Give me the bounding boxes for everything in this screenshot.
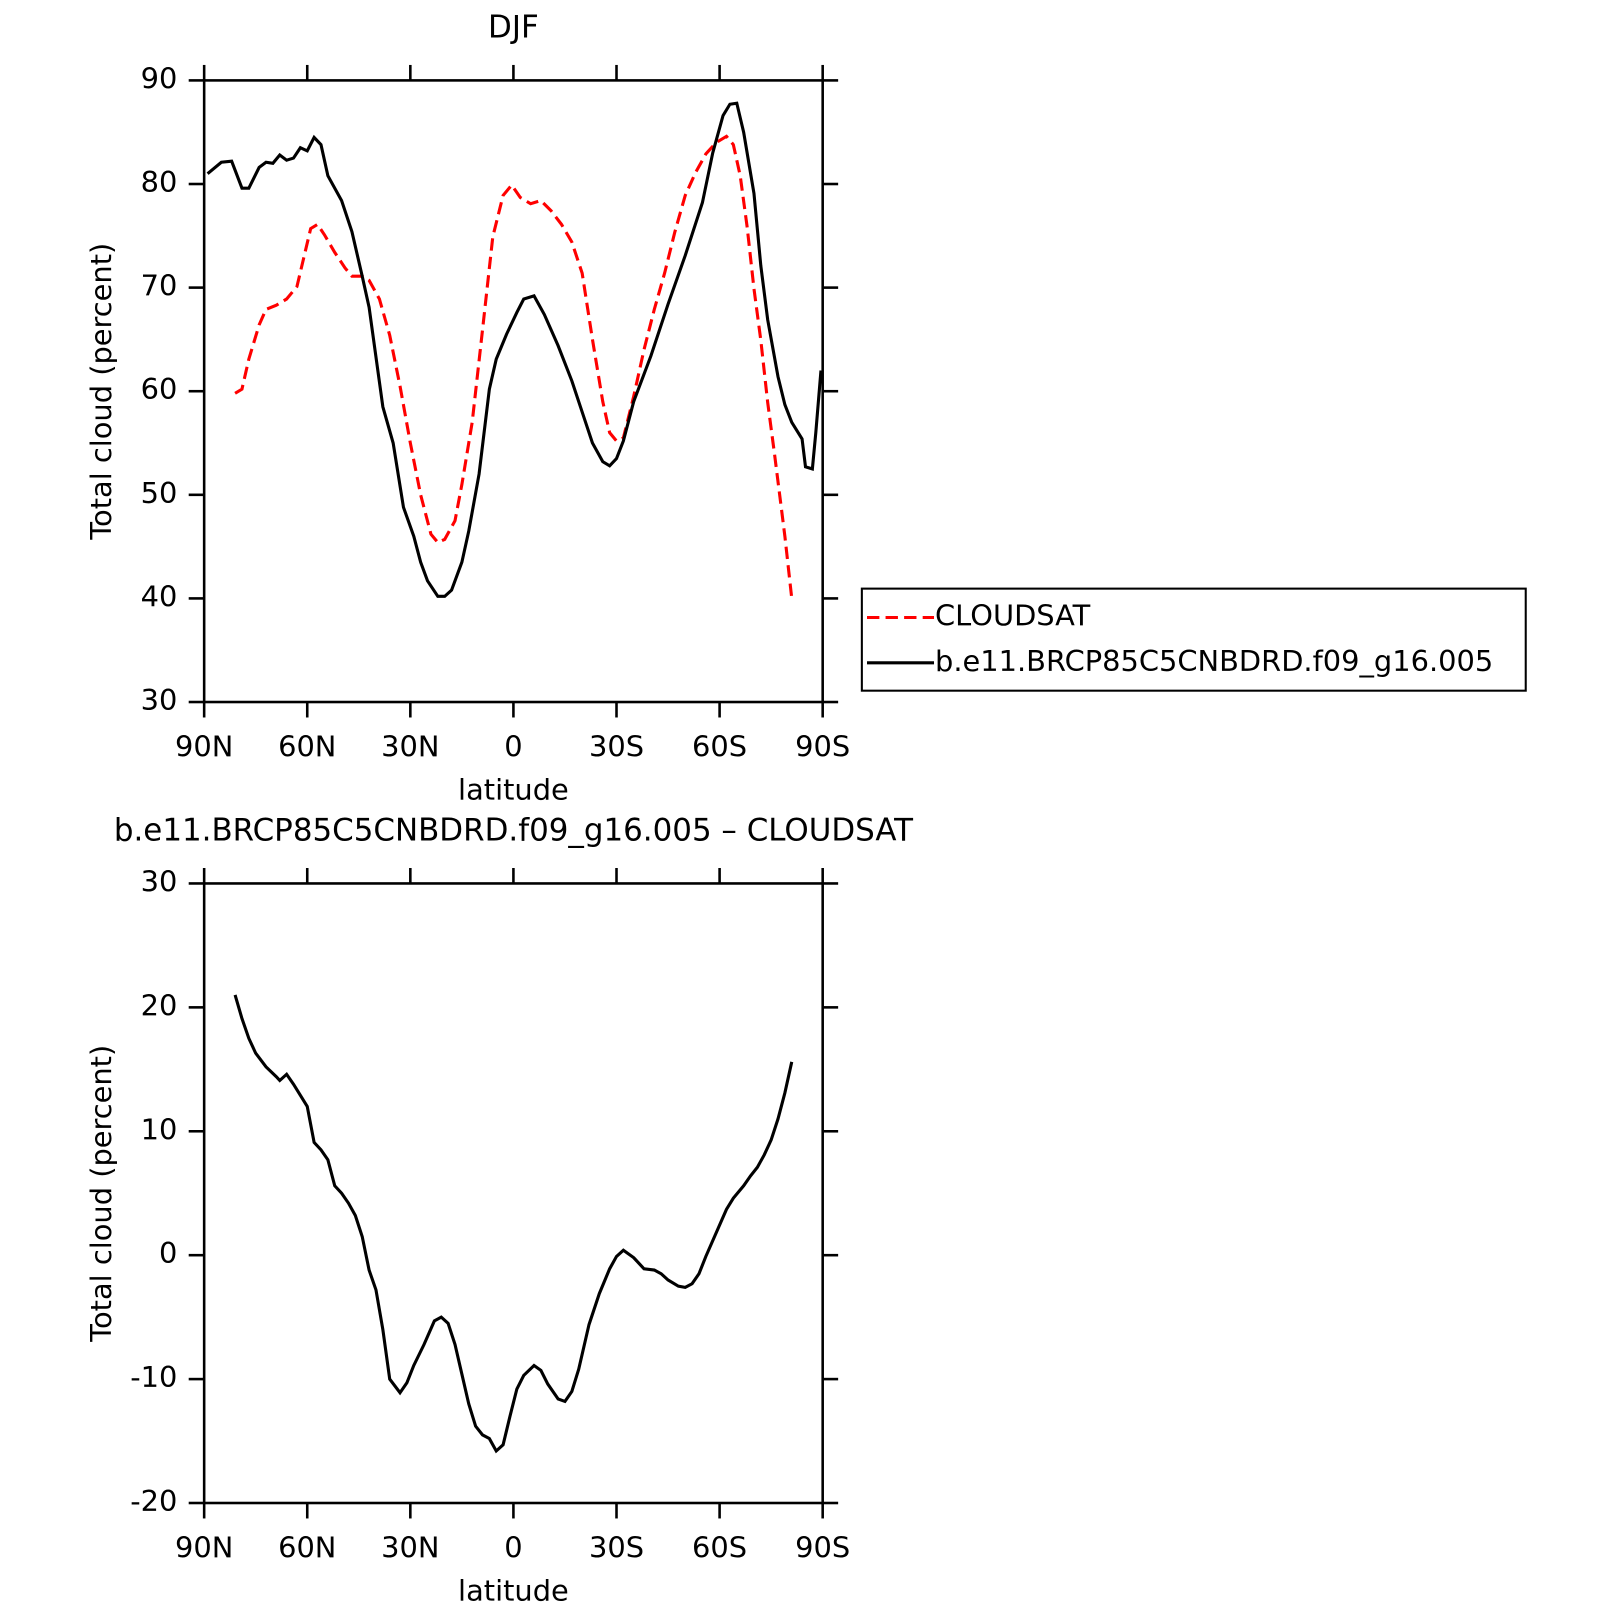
- x-tick-label: 90S: [795, 729, 850, 763]
- x-axis-label: latitude: [458, 1574, 569, 1603]
- y-axis-label: Total cloud (percent): [84, 1045, 118, 1343]
- legend-label: CLOUDSAT: [935, 598, 1091, 632]
- x-axis-label: latitude: [458, 773, 569, 807]
- chart-title: DJF: [488, 9, 539, 45]
- x-tick-label: 0: [504, 1530, 522, 1564]
- x-tick-label: 30N: [381, 1530, 439, 1564]
- y-tick-label: 70: [141, 269, 178, 303]
- data-line: [206, 101, 823, 598]
- x-tick-label: 30S: [589, 1530, 644, 1564]
- y-tick-label: 40: [141, 579, 178, 613]
- y-tick-label: 30: [141, 864, 178, 898]
- y-tick-label: 30: [141, 683, 178, 717]
- x-tick-label: 90N: [175, 1530, 233, 1564]
- y-tick-label: 80: [141, 165, 178, 199]
- chart-title: b.e11.BRCP85C5CNBDRD.f09_g16.005 – CLOUD…: [114, 812, 913, 848]
- legend: CLOUDSAT b.e11.BRCP85C5CNBDRD.f09_g16.005: [860, 587, 1527, 692]
- data-line: [233, 994, 794, 1454]
- y-tick-label: 10: [141, 1112, 178, 1146]
- x-tick-label: 90N: [175, 729, 233, 763]
- y-tick-label: 90: [141, 61, 178, 95]
- x-tick-label: 0: [504, 729, 522, 763]
- x-tick-label: 90S: [795, 1530, 850, 1564]
- y-tick-label: 0: [159, 1236, 177, 1270]
- y-tick-label: -20: [130, 1484, 177, 1518]
- y-tick-label: 50: [141, 476, 178, 510]
- y-tick-label: 60: [141, 372, 178, 406]
- y-tick-label: -10: [130, 1360, 177, 1394]
- x-tick-label: 60S: [692, 729, 747, 763]
- x-tick-label: 30N: [381, 729, 439, 763]
- legend-label: b.e11.BRCP85C5CNBDRD.f09_g16.005: [935, 644, 1493, 678]
- legend-frame: [860, 587, 1527, 692]
- x-tick-label: 60N: [278, 1530, 336, 1564]
- x-tick-label: 60S: [692, 1530, 747, 1564]
- x-tick-label: 60N: [278, 729, 336, 763]
- y-tick-label: 20: [141, 988, 178, 1022]
- plot-frame: [202, 79, 824, 704]
- x-tick-label: 30S: [589, 729, 644, 763]
- plot-frame: [202, 882, 824, 1505]
- y-axis-label: Total cloud (percent): [84, 243, 118, 541]
- data-line: [234, 134, 794, 599]
